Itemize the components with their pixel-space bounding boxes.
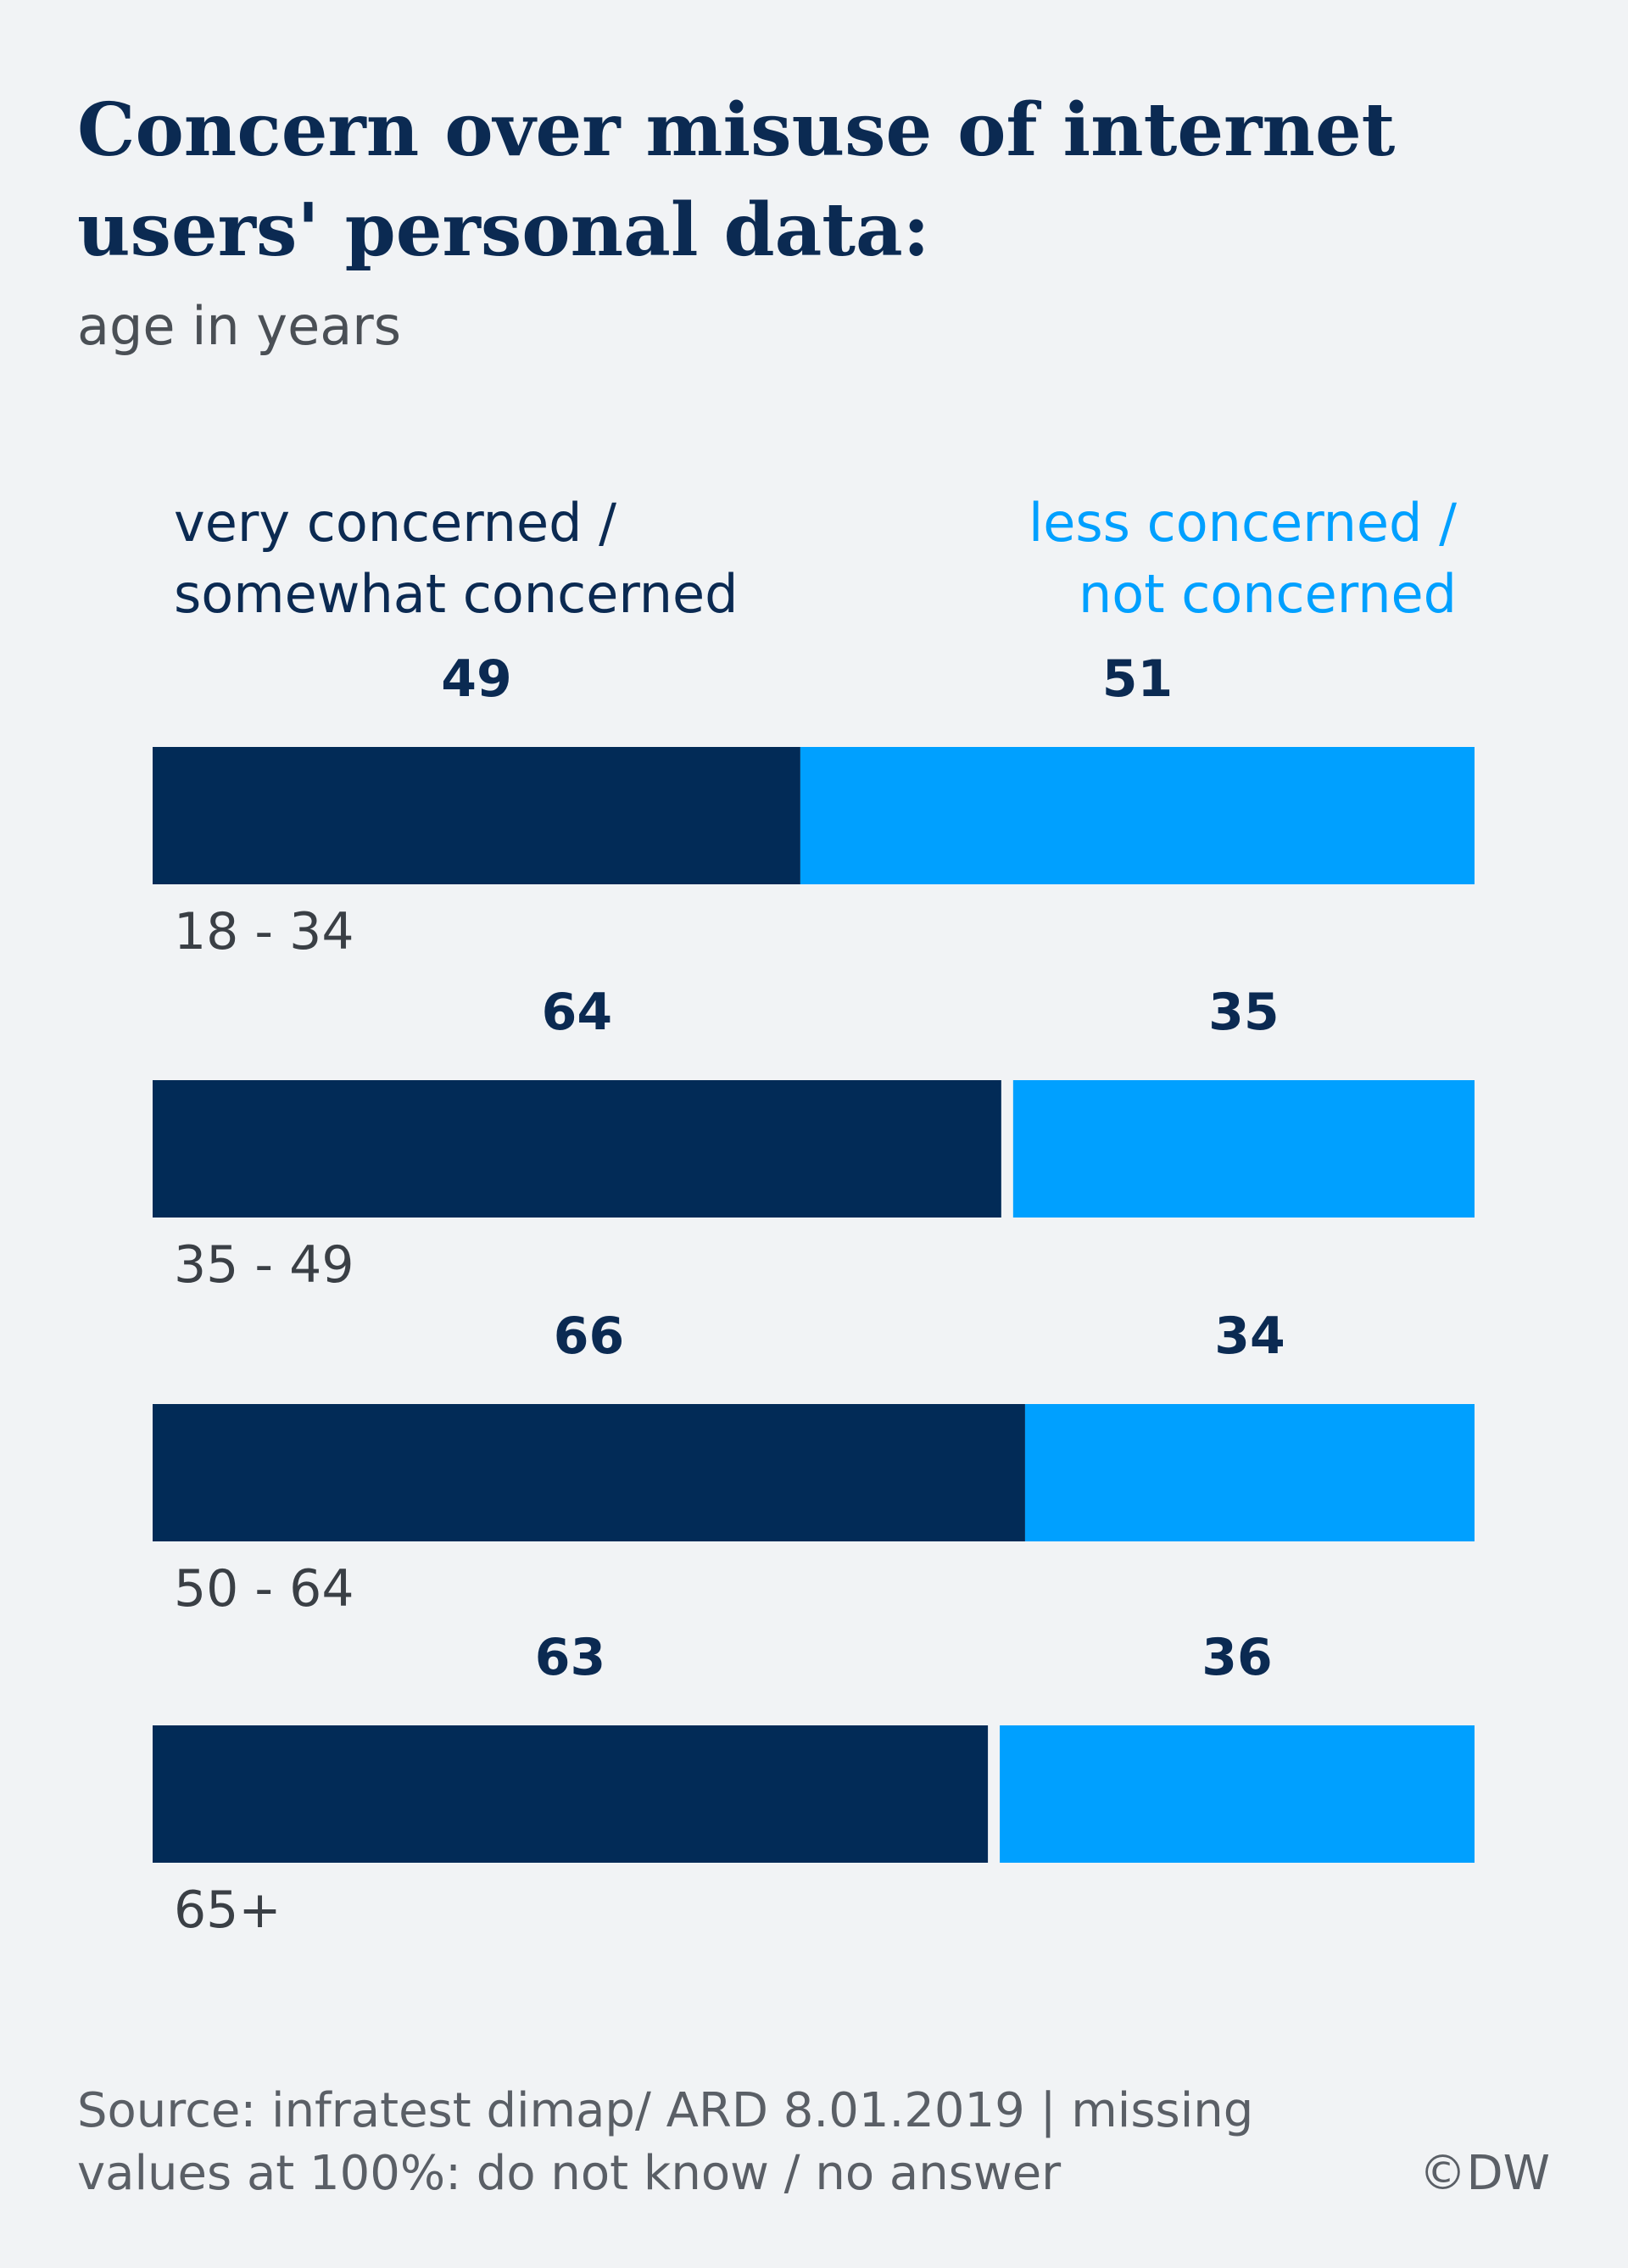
data-label-less-concerned: 34 (1214, 1307, 1285, 1366)
category-label: 18 - 34 (174, 902, 354, 961)
data-label-less-concerned: 35 (1208, 983, 1280, 1042)
copyright-mark: ©DW (1419, 2146, 1551, 2201)
data-label-very-concerned: 49 (441, 649, 512, 709)
legend-line: less concerned / (1028, 492, 1457, 554)
category-label: 50 - 64 (174, 1559, 354, 1619)
bar-very-concerned (153, 747, 800, 884)
legend-line: very concerned / (174, 492, 617, 554)
bar-less-concerned (800, 747, 1475, 884)
legend-line: not concerned (1079, 563, 1457, 625)
data-label-very-concerned: 64 (542, 983, 613, 1042)
bar-less-concerned (1024, 1404, 1475, 1541)
legend-less-concerned: less concerned / not concerned (1029, 488, 1457, 630)
legend-line: somewhat concerned (174, 563, 739, 625)
bar-less-concerned (1012, 1080, 1475, 1218)
data-label-very-concerned: 63 (535, 1628, 606, 1687)
chart-title: Concern over misuse of internet users' p… (77, 87, 1396, 273)
source-note: Source: infratest dimap/ ARD 8.01.2019 |… (77, 2083, 1254, 2201)
category-label: 65+ (174, 1881, 282, 1940)
bar-very-concerned (153, 1404, 1025, 1541)
category-label: 35 - 49 (174, 1235, 354, 1295)
legend-very-concerned: very concerned / somewhat concerned (174, 488, 739, 630)
bar-very-concerned (153, 1725, 989, 1863)
data-label-less-concerned: 36 (1201, 1628, 1273, 1687)
chart-subtitle: age in years (77, 295, 402, 357)
data-label-less-concerned: 51 (1102, 649, 1174, 709)
bar-less-concerned (1000, 1725, 1475, 1863)
bar-very-concerned (153, 1080, 1001, 1218)
data-label-very-concerned: 66 (554, 1307, 625, 1366)
